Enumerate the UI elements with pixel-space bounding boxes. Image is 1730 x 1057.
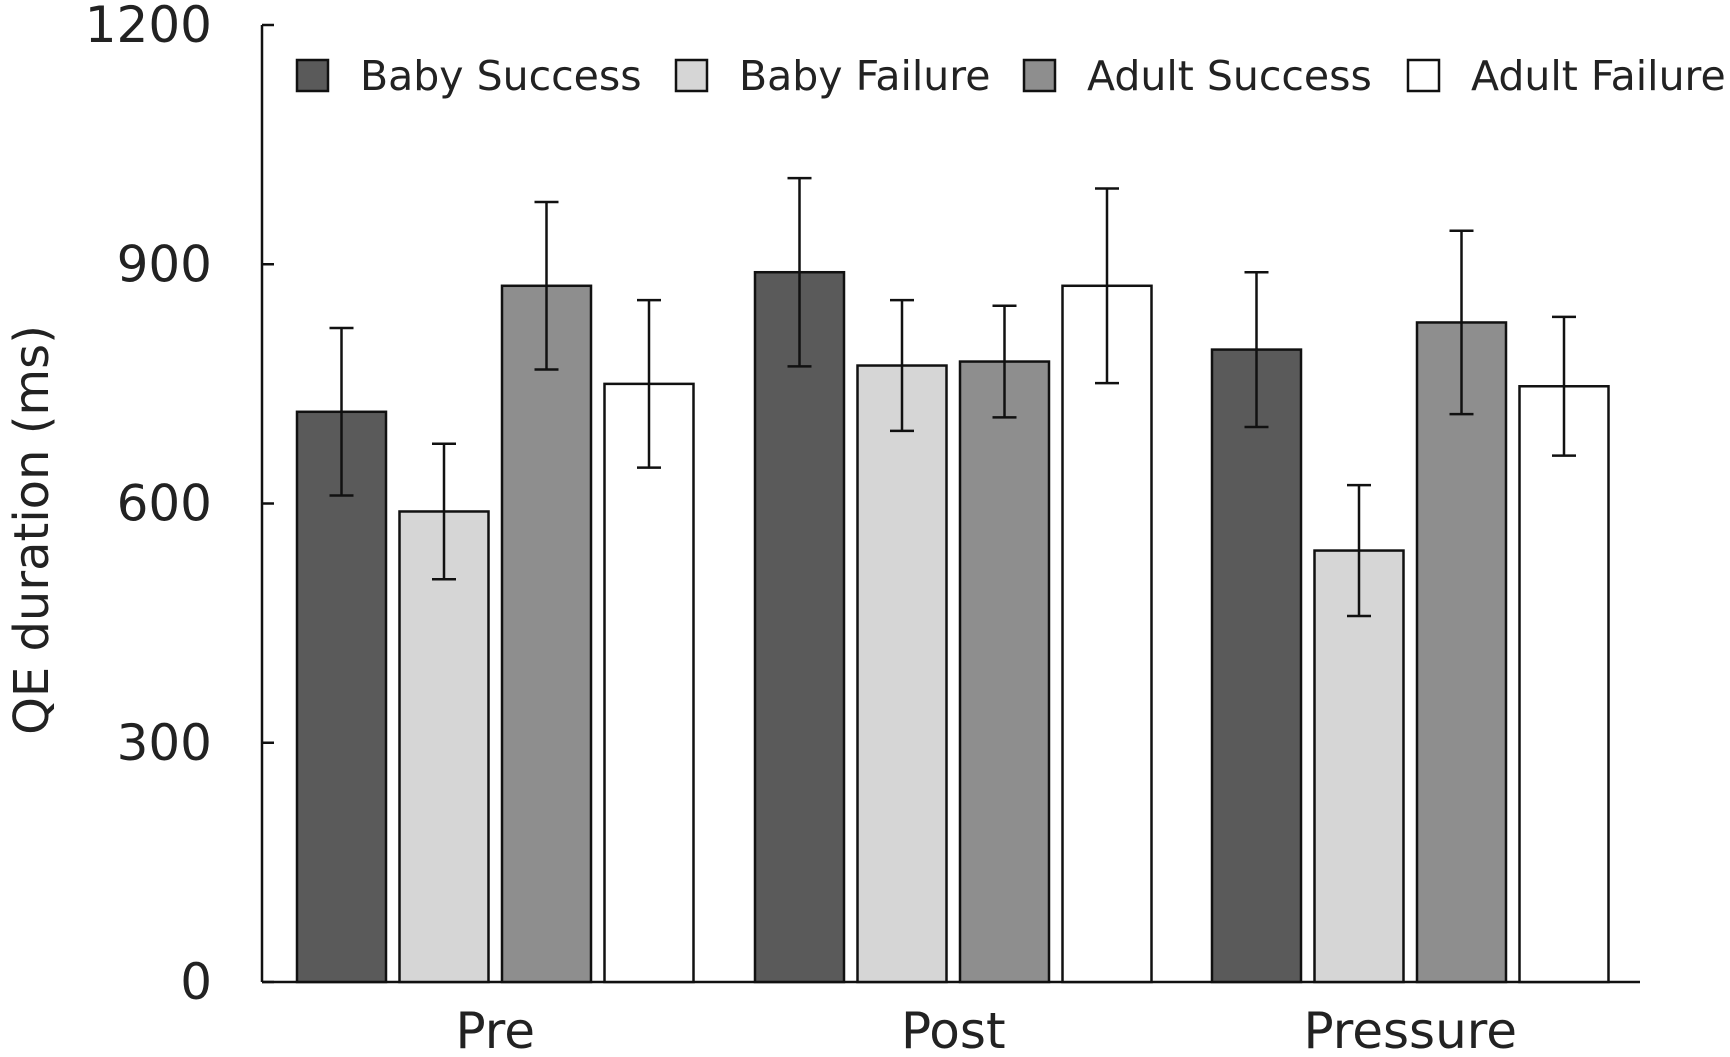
bar-adult-success-pre [500,284,593,984]
bar-baby-failure-post [856,364,948,984]
x-category-label: Pre [456,1002,536,1057]
legend-swatch [1022,58,1057,93]
bar-baby-success-post [753,270,846,984]
bar-baby-success-pressure [1210,348,1303,984]
legend-label: Adult Success [1087,52,1372,100]
bar-adult-failure-pressure [1518,385,1610,984]
y-tick-label: 1200 [85,0,212,54]
bar-adult-success-post [958,360,1051,984]
y-tick-label: 0 [180,953,212,1011]
legend: Baby Success Baby Failure Adult Success Adu… [295,52,1726,100]
legend-swatch [1406,58,1441,93]
bar-baby-failure-pre [398,510,490,984]
bar-adult-failure-pre [603,382,695,984]
bar-baby-success-pre [295,410,388,984]
legend-swatch [295,58,330,93]
bar-adult-success-pressure [1415,321,1508,984]
y-tick-label: 600 [117,475,212,533]
y-tick-label: 300 [117,714,212,772]
x-category-label: Post [901,1002,1006,1057]
error-bars [329,176,1576,618]
y-ticks: 0 300 600 900 1200 [85,0,274,1011]
legend-label: Baby Failure [739,52,990,100]
y-tick-label: 900 [117,235,212,293]
legend-label: Adult Failure [1471,52,1726,100]
x-category-label: Pressure [1303,1002,1517,1057]
legend-swatch [674,58,709,93]
bar-adult-failure-post [1061,284,1153,984]
legend-label: Baby Success [360,52,642,100]
bar-baby-failure-pressure [1313,549,1405,984]
x-categories: Pre Post Pressure [456,1002,1518,1057]
y-axis-title: QE duration (ms) [4,325,60,735]
bars [295,270,1610,984]
